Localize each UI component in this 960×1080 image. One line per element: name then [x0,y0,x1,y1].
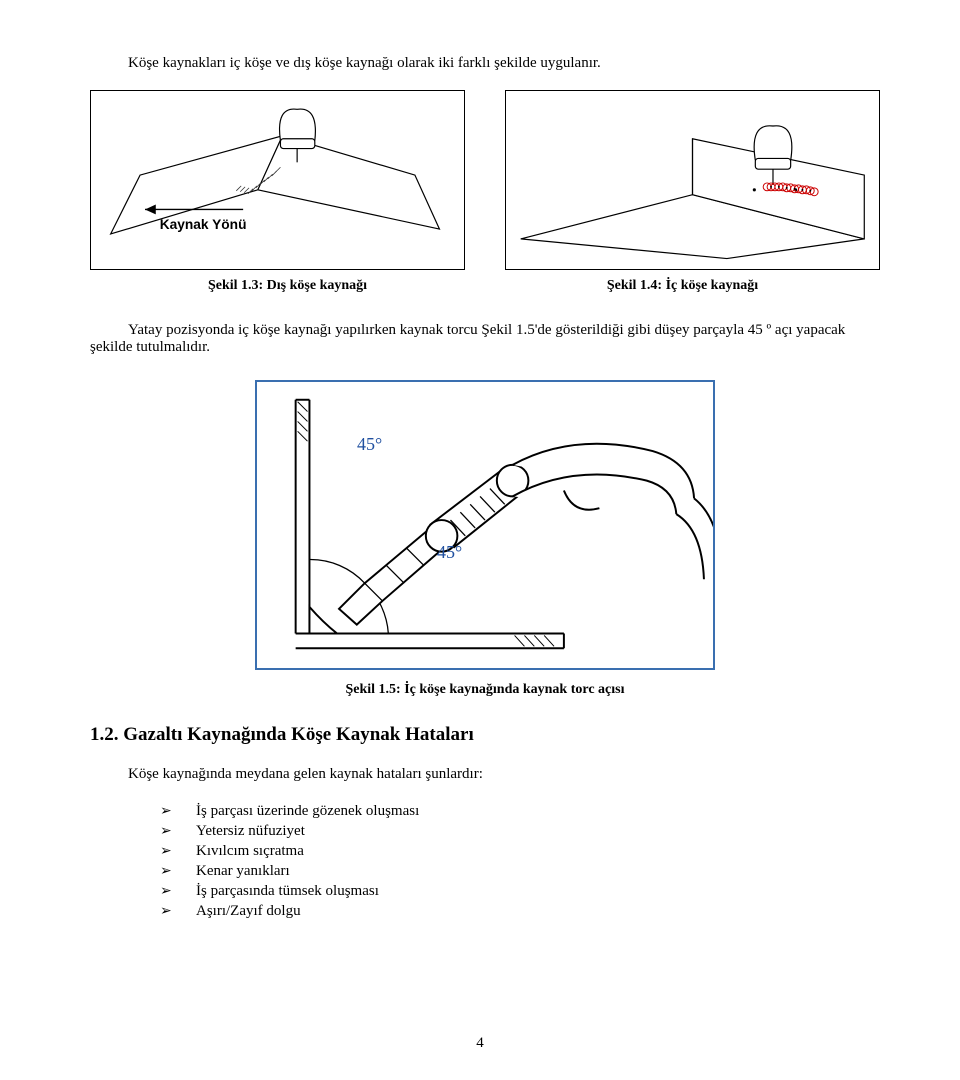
figure-1-3: Kaynak Yönü [90,90,465,270]
list-item: Yetersiz nüfuziyet [160,823,880,840]
list-item: Kıvılcım sıçratma [160,843,880,860]
list-intro: Köşe kaynağında meydana gelen kaynak hat… [90,766,880,783]
bullet-list: İş parçası üzerinde gözenek oluşması Yet… [90,803,880,920]
angle-label-2: 45° [437,542,462,563]
figure-row: Kaynak Yönü [90,90,880,270]
list-item: Kenar yanıkları [160,863,880,880]
angle-label-1: 45° [357,434,382,455]
intro-paragraph: Köşe kaynakları iç köşe ve dış köşe kayn… [90,55,880,72]
list-item: İş parçası üzerinde gözenek oluşması [160,803,880,820]
caption-row: Şekil 1.3: Dış köşe kaynağı Şekil 1.4: İ… [90,278,880,294]
list-item: İş parçasında tümsek oluşması [160,883,880,900]
figure-1-4 [505,90,880,270]
section-title: 1.2. Gazaltı Kaynağında Köşe Kaynak Hata… [90,724,880,746]
figure-1-5: 45° 45° [255,380,715,670]
paragraph-2: Yatay pozisyonda iç köşe kaynağı yapılır… [90,322,880,356]
list-item: Aşırı/Zayıf dolgu [160,903,880,920]
caption-1-5: Şekil 1.5: İç köşe kaynağında kaynak tor… [90,682,880,698]
caption-1-4: Şekil 1.4: İç köşe kaynağı [485,278,880,294]
arrow-label: Kaynak Yönü [160,217,247,232]
page-number: 4 [0,1035,960,1052]
caption-1-3: Şekil 1.3: Dış köşe kaynağı [90,278,485,294]
